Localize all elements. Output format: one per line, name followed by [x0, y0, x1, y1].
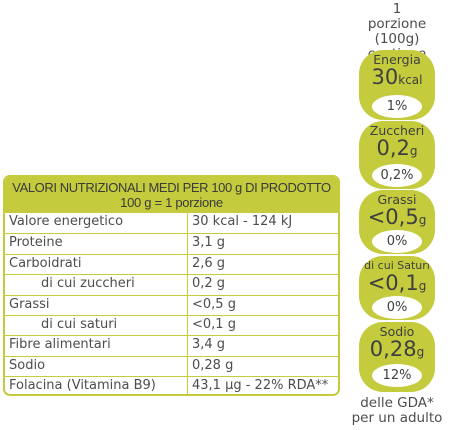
table-row: Folacina (Vitamina B9) 43,1 µg - 22% RDA…: [5, 376, 338, 394]
table-row: Valore energetico 30 kcal - 124 kJ: [5, 213, 338, 234]
gda-value: <0,1g: [367, 271, 427, 295]
table-row: Grassi <0,5 g: [5, 294, 338, 315]
gda-name: Grassi: [377, 192, 417, 207]
table-row: Fibre alimentari 3,4 g: [5, 335, 338, 356]
gda-name: Zuccheri: [369, 123, 425, 138]
nutrient-label: Fibre alimentari: [5, 336, 188, 356]
nutrient-value: 0,2 g: [192, 276, 226, 292]
nutrient-label: di cui saturi: [5, 315, 188, 336]
gda-footer-line1: delle GDA*: [360, 395, 434, 411]
gda-badge-energy: Energia 30kcal 1%: [359, 50, 435, 120]
nutrient-value: 3,1 g: [192, 235, 226, 251]
gda-value: 0,28g: [369, 337, 425, 361]
nutrient-label: Folacina (Vitamina B9): [5, 377, 188, 394]
table-row: Sodio 0,28 g: [5, 355, 338, 377]
nutrient-label: Valore energetico: [5, 213, 188, 234]
gda-badge-fats: Grassi <0,5g 0%: [359, 190, 435, 254]
gda-badge-sodium: Sodio 0,28g 12%: [359, 322, 435, 392]
gda-badge-sugars: Zuccheri 0,2g 0,2%: [359, 121, 435, 189]
nutrient-value: 0,28 g: [192, 357, 234, 373]
gda-name: Sodio: [379, 324, 415, 339]
nutrient-value: <0,1 g: [192, 316, 236, 332]
nutrient-value: 43,1 µg - 22% RDA**: [192, 378, 329, 394]
gda-value: <0,5g: [367, 205, 427, 229]
nutrition-table-header: VALORI NUTRIZIONALI MEDI PER 100 g DI PR…: [5, 177, 338, 213]
gda-percent: 12%: [372, 364, 422, 387]
nutrient-label: Grassi: [5, 295, 188, 315]
nutrient-value: 2,6 g: [192, 255, 226, 271]
gda-value: 0,2g: [376, 136, 418, 160]
table-row: Carboidrati 2,6 g: [5, 253, 338, 275]
portion-word: porzione: [367, 16, 427, 32]
gda-percent: 0,2%: [372, 164, 422, 187]
gda-value: 30kcal: [371, 65, 423, 89]
gda-name: di cui Saturi: [364, 259, 430, 272]
nutrient-label: di cui zuccheri: [5, 275, 188, 295]
nutrition-table-subtitle: 100 g = 1 porzione: [120, 195, 223, 210]
gda-percent: 0%: [372, 230, 422, 253]
nutrient-value: 30 kcal - 124 kJ: [192, 214, 293, 229]
gda-percent: 1%: [372, 95, 422, 118]
nutrient-value: <0,5 g: [192, 296, 236, 312]
table-row: Proteine 3,1 g: [5, 233, 338, 254]
nutrient-label: Carboidrati: [5, 254, 188, 275]
table-row: di cui zuccheri 0,2 g: [5, 274, 338, 295]
nutrient-label: Proteine: [5, 234, 188, 254]
gda-badge-saturates: di cui Saturi <0,1g 0%: [359, 256, 435, 320]
gda-footer: delle GDA* per un adulto: [345, 396, 449, 426]
nutrient-label: Sodio: [5, 356, 188, 377]
gda-percent: 0%: [372, 296, 422, 319]
nutrition-table: VALORI NUTRIZIONALI MEDI PER 100 g DI PR…: [3, 175, 340, 396]
portion-count: 1: [392, 1, 402, 17]
nutrient-value: 3,4 g: [192, 337, 226, 353]
gda-name: Energia: [373, 52, 421, 67]
table-row: di cui saturi <0,1 g: [5, 314, 338, 336]
nutrition-table-title: VALORI NUTRIZIONALI MEDI PER 100 g DI PR…: [12, 180, 331, 195]
gda-footer-line2: per un adulto: [351, 410, 443, 426]
